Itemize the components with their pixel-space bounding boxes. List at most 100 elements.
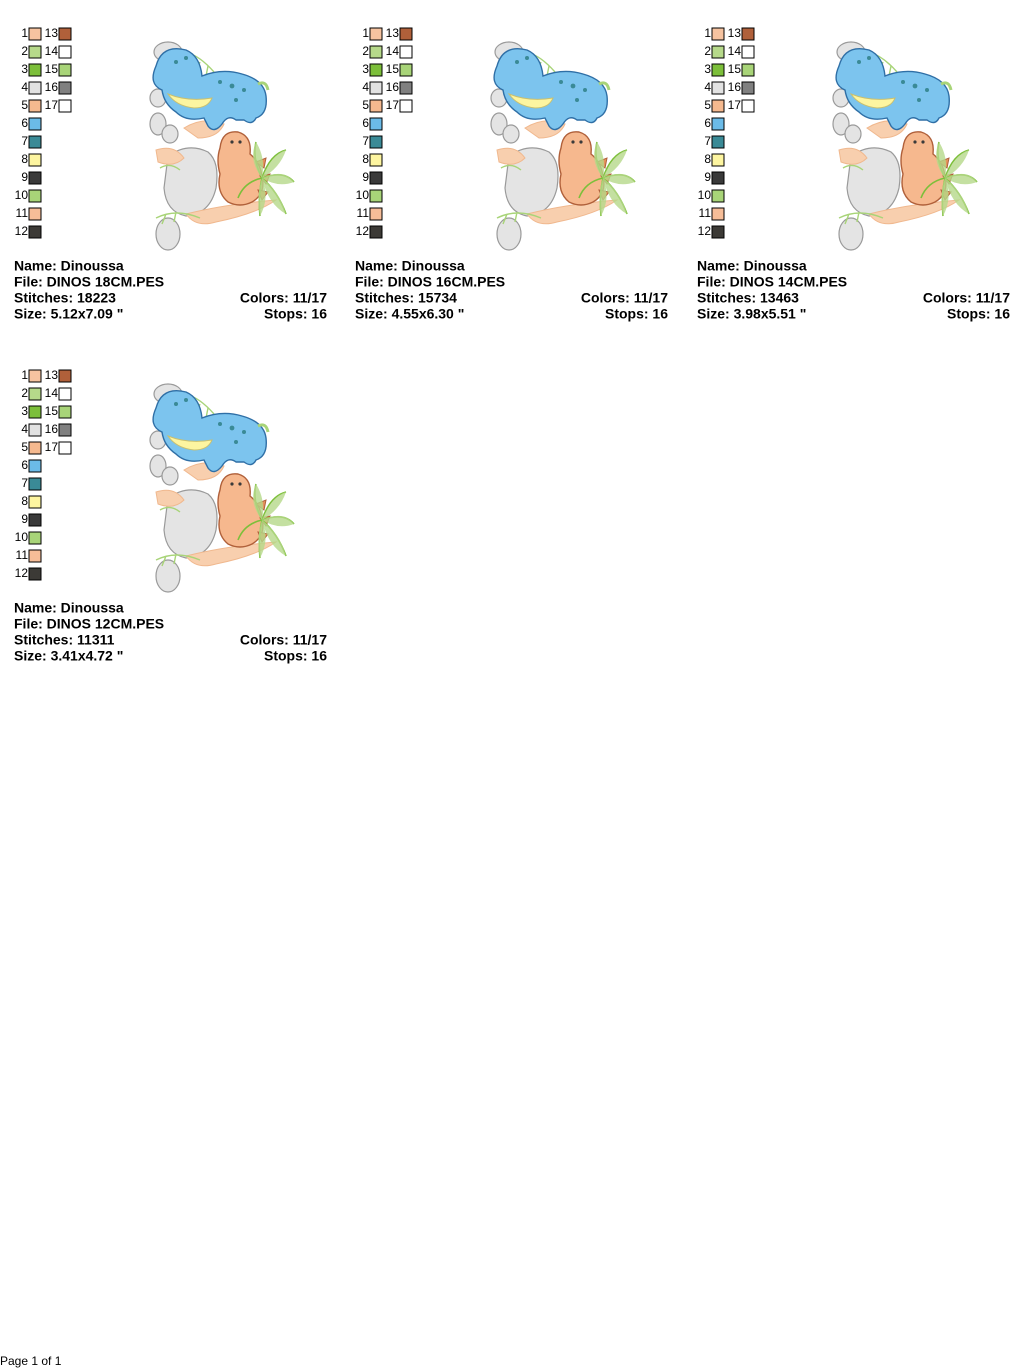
color-number: 11: [16, 548, 29, 562]
color-number: 14: [386, 44, 400, 58]
color-number: 5: [21, 440, 28, 454]
color-swatch: [28, 387, 42, 401]
color-number: 16: [728, 80, 742, 94]
color-number: 2: [21, 386, 28, 400]
color-swatch: [28, 549, 42, 563]
color-number: 5: [362, 98, 369, 112]
color-number: 15: [45, 404, 59, 418]
color-number: 16: [45, 422, 59, 436]
color-swatch: [58, 99, 72, 113]
color-number: 14: [728, 44, 742, 58]
design-stops: Stops: 16: [264, 306, 327, 322]
color-swatch: [711, 63, 725, 77]
color-swatch: [28, 495, 42, 509]
color-swatch: [711, 171, 725, 185]
color-swatch: [711, 135, 725, 149]
design-preview: [489, 40, 637, 252]
color-swatch: [399, 81, 413, 95]
color-swatch: [28, 423, 42, 437]
design-colors: Colors: 11/17: [923, 290, 1010, 306]
color-swatch: [28, 45, 42, 59]
color-number: 10: [15, 530, 29, 544]
design-stops: Stops: 16: [947, 306, 1010, 322]
design-stitches: Stitches: 18223: [14, 290, 116, 306]
color-swatch: [741, 99, 755, 113]
color-number: 16: [386, 80, 400, 94]
color-swatch: [711, 117, 725, 131]
color-number: 3: [21, 404, 28, 418]
color-number: 8: [21, 494, 28, 508]
design-stitches: Stitches: 15734: [355, 290, 457, 306]
design-preview: [831, 40, 979, 252]
color-swatch: [369, 171, 383, 185]
color-number: 7: [704, 134, 711, 148]
color-swatch: [369, 117, 383, 131]
color-number: 17: [728, 98, 742, 112]
color-number: 15: [45, 62, 59, 76]
color-number: 13: [728, 26, 742, 40]
color-number: 4: [21, 422, 28, 436]
color-swatch: [28, 405, 42, 419]
design-name: Name: Dinoussa: [697, 258, 807, 274]
design-colors: Colors: 11/17: [240, 290, 327, 306]
color-number: 17: [386, 98, 400, 112]
color-number: 15: [386, 62, 400, 76]
color-swatch: [28, 207, 42, 221]
color-number: 11: [699, 206, 712, 220]
design-colors: Colors: 11/17: [581, 290, 668, 306]
design-name: Name: Dinoussa: [14, 258, 124, 274]
color-number: 1: [362, 26, 369, 40]
color-number: 13: [45, 368, 59, 382]
color-number: 13: [386, 26, 400, 40]
color-number: 2: [21, 44, 28, 58]
color-swatch: [58, 45, 72, 59]
color-number: 14: [45, 44, 59, 58]
design-size: Size: 4.55x6.30 ": [355, 306, 464, 322]
color-swatch: [28, 63, 42, 77]
color-swatch: [369, 81, 383, 95]
color-number: 11: [16, 206, 29, 220]
design-name: Name: Dinoussa: [355, 258, 465, 274]
design-stitches: Stitches: 13463: [697, 290, 799, 306]
color-swatch: [369, 153, 383, 167]
color-swatch: [369, 63, 383, 77]
color-number: 3: [704, 62, 711, 76]
color-number: 12: [356, 224, 370, 238]
design-preview: [148, 382, 296, 594]
color-swatch: [28, 441, 42, 455]
color-number: 7: [21, 476, 28, 490]
color-swatch: [28, 27, 42, 41]
color-swatch: [369, 225, 383, 239]
color-swatch: [711, 207, 725, 221]
color-number: 1: [21, 26, 28, 40]
color-number: 12: [15, 566, 29, 580]
color-swatch: [369, 27, 383, 41]
color-swatch: [28, 513, 42, 527]
color-number: 6: [704, 116, 711, 130]
design-size: Size: 3.41x4.72 ": [14, 648, 123, 664]
color-swatch: [399, 45, 413, 59]
design-size: Size: 3.98x5.51 ": [697, 306, 806, 322]
color-number: 13: [45, 26, 59, 40]
design-size: Size: 5.12x7.09 ": [14, 306, 123, 322]
color-swatch: [28, 567, 42, 581]
color-number: 6: [21, 116, 28, 130]
color-number: 1: [704, 26, 711, 40]
color-number: 17: [45, 440, 59, 454]
color-number: 2: [704, 44, 711, 58]
color-number: 6: [21, 458, 28, 472]
color-swatch: [28, 135, 42, 149]
color-swatch: [711, 81, 725, 95]
color-swatch: [58, 405, 72, 419]
color-swatch: [28, 369, 42, 383]
color-number: 10: [356, 188, 370, 202]
color-number: 7: [362, 134, 369, 148]
color-number: 3: [362, 62, 369, 76]
color-swatch: [711, 45, 725, 59]
color-number: 12: [15, 224, 29, 238]
color-number: 3: [21, 62, 28, 76]
